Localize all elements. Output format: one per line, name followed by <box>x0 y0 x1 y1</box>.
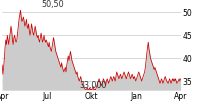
Text: 50,50: 50,50 <box>41 0 64 9</box>
Text: 33,000: 33,000 <box>79 81 106 90</box>
